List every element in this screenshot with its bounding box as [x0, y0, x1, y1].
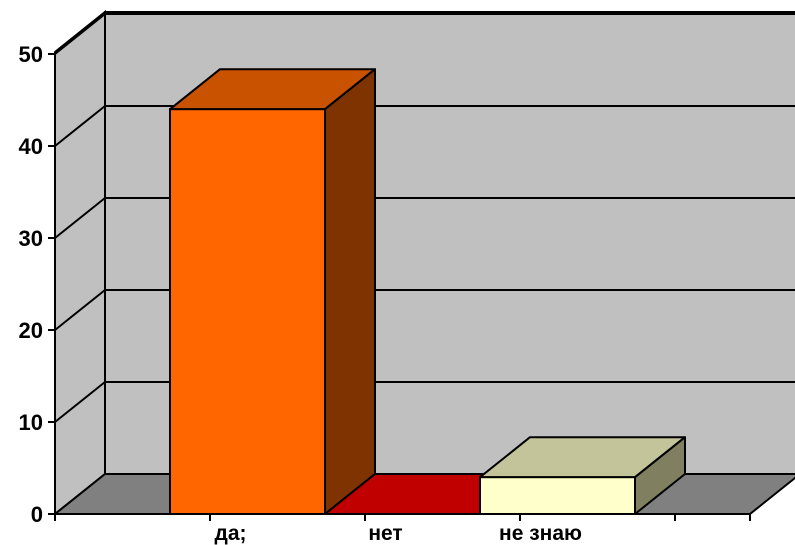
bar-side — [324, 68, 376, 515]
x-category-label: нет — [368, 522, 402, 545]
bar-1 — [169, 68, 376, 515]
gridline-side — [54, 289, 106, 331]
bar-3 — [479, 436, 686, 516]
x-category-label: не знаю — [499, 522, 582, 545]
bars — [169, 68, 686, 516]
gridline-side — [54, 13, 106, 55]
bar-front — [479, 476, 636, 516]
gridline-side — [54, 381, 106, 423]
side-wall — [54, 9, 106, 517]
y-tick-label: 30 — [19, 226, 43, 251]
y-tick-label: 0 — [31, 502, 43, 527]
y-tick-label: 10 — [19, 410, 43, 435]
x-category-label: да; — [214, 522, 246, 545]
gridline-side — [54, 197, 106, 239]
axes — [48, 53, 751, 521]
y-tick-label: 50 — [19, 42, 43, 67]
x-category-labels: да; нет не знаю — [214, 522, 582, 545]
bar-front — [169, 108, 326, 515]
gridline-side — [54, 105, 106, 147]
y-tick-label: 20 — [19, 318, 43, 343]
y-tick-labels: 0 10 20 30 40 50 — [19, 42, 43, 527]
y-tick-label: 40 — [19, 134, 43, 159]
